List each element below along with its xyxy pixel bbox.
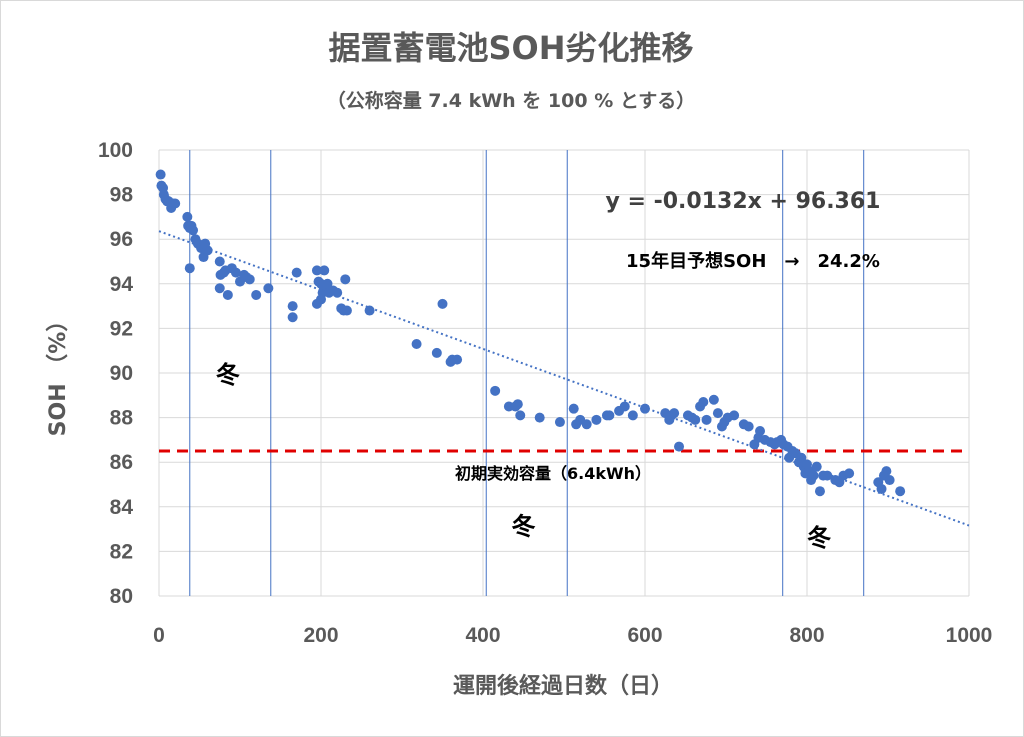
data-point [515,410,526,421]
y-tick-label: 84 [110,496,134,519]
data-point [512,399,523,410]
x-tick-label: 200 [303,624,338,647]
data-point [604,410,615,421]
data-point [322,278,333,289]
data-point [808,470,819,481]
data-point [340,274,351,285]
data-point [534,412,545,423]
data-point [712,408,723,419]
y-axis-ticks: 80 82 84 86 88 90 92 94 96 98 100 [98,139,133,608]
data-point [619,401,630,412]
data-point [214,283,225,294]
data-point [431,347,442,358]
data-point [263,283,274,294]
y-tick-label: 100 [98,139,133,162]
data-point [811,461,822,472]
y-tick-label: 96 [110,228,133,251]
x-tick-label: 800 [789,624,824,647]
data-point [743,421,754,432]
winter-label: 冬 [512,513,536,541]
trendline [158,230,970,527]
y-tick-label: 82 [110,540,133,563]
forecast-label: 15年目予想SOH → 24.2% [626,250,880,272]
y-tick-label: 86 [110,451,133,474]
y-tick-label: 94 [110,273,134,296]
data-point [188,225,199,236]
data-point [884,475,895,486]
data-point [627,410,638,421]
x-axis-label: 運開後経過日数（日） [453,673,673,699]
data-point [230,267,241,278]
y-tick-label: 88 [110,407,134,430]
data-point [490,385,501,396]
y-tick-label: 98 [110,184,134,207]
x-axis-ticks: 0 200 400 600 800 1000 [153,624,992,647]
y-tick-label: 80 [110,585,133,608]
y-axis-label: SOH （%） [46,310,71,437]
data-point [319,265,330,276]
data-point [895,486,906,497]
data-point [170,198,181,209]
data-point [332,287,343,298]
data-point [568,403,579,414]
data-point [581,419,592,430]
data-point [311,265,322,276]
data-point [822,470,833,481]
data-point [701,414,712,425]
data-point [554,417,565,428]
chart-title: 据置蓄電池SOH劣化推移 [328,29,693,67]
y-tick-label: 92 [110,317,133,340]
data-point [452,354,463,365]
data-point [844,468,855,479]
y-tick-label: 90 [110,362,133,385]
x-tick-label: 400 [465,624,500,647]
data-point [202,245,213,256]
data-point [222,289,233,300]
winter-label: 冬 [216,361,240,389]
data-point [796,452,807,463]
data-point [287,312,298,323]
data-point [640,403,650,414]
gridlines [158,149,970,597]
data-point [341,305,352,316]
data-point [364,305,375,316]
season-markers [189,150,865,596]
data-point [690,414,701,425]
data-point [182,211,193,222]
data-point [184,263,195,274]
x-tick-label: 0 [153,624,165,647]
data-point [876,483,887,494]
reference-line-label: 初期実効容量（6.4kWh） [455,464,651,483]
data-point [287,301,298,312]
data-point [729,410,740,421]
data-point [291,267,302,278]
x-tick-label: 1000 [946,624,993,647]
data-point [669,408,680,419]
data-point [881,466,892,477]
winter-labels: 冬冬冬 [216,361,831,552]
data-point [251,289,262,300]
data-point [591,414,602,425]
x-tick-label: 600 [627,624,662,647]
chart-subtitle: （公称容量 7.4 kWh を 100 % とする） [327,89,696,112]
data-point [708,394,719,405]
data-point [437,298,448,309]
data-point [244,274,255,285]
data-point [155,169,166,180]
data-point [674,441,685,452]
data-point [316,294,326,305]
winter-label: 冬 [807,524,831,552]
data-point [698,396,709,407]
data-point [214,256,225,267]
equation-label: y = -0.0132x + 96.361 [606,189,881,214]
data-points [155,169,906,497]
data-point [755,425,766,436]
data-point [411,339,422,350]
data-point [814,486,825,497]
